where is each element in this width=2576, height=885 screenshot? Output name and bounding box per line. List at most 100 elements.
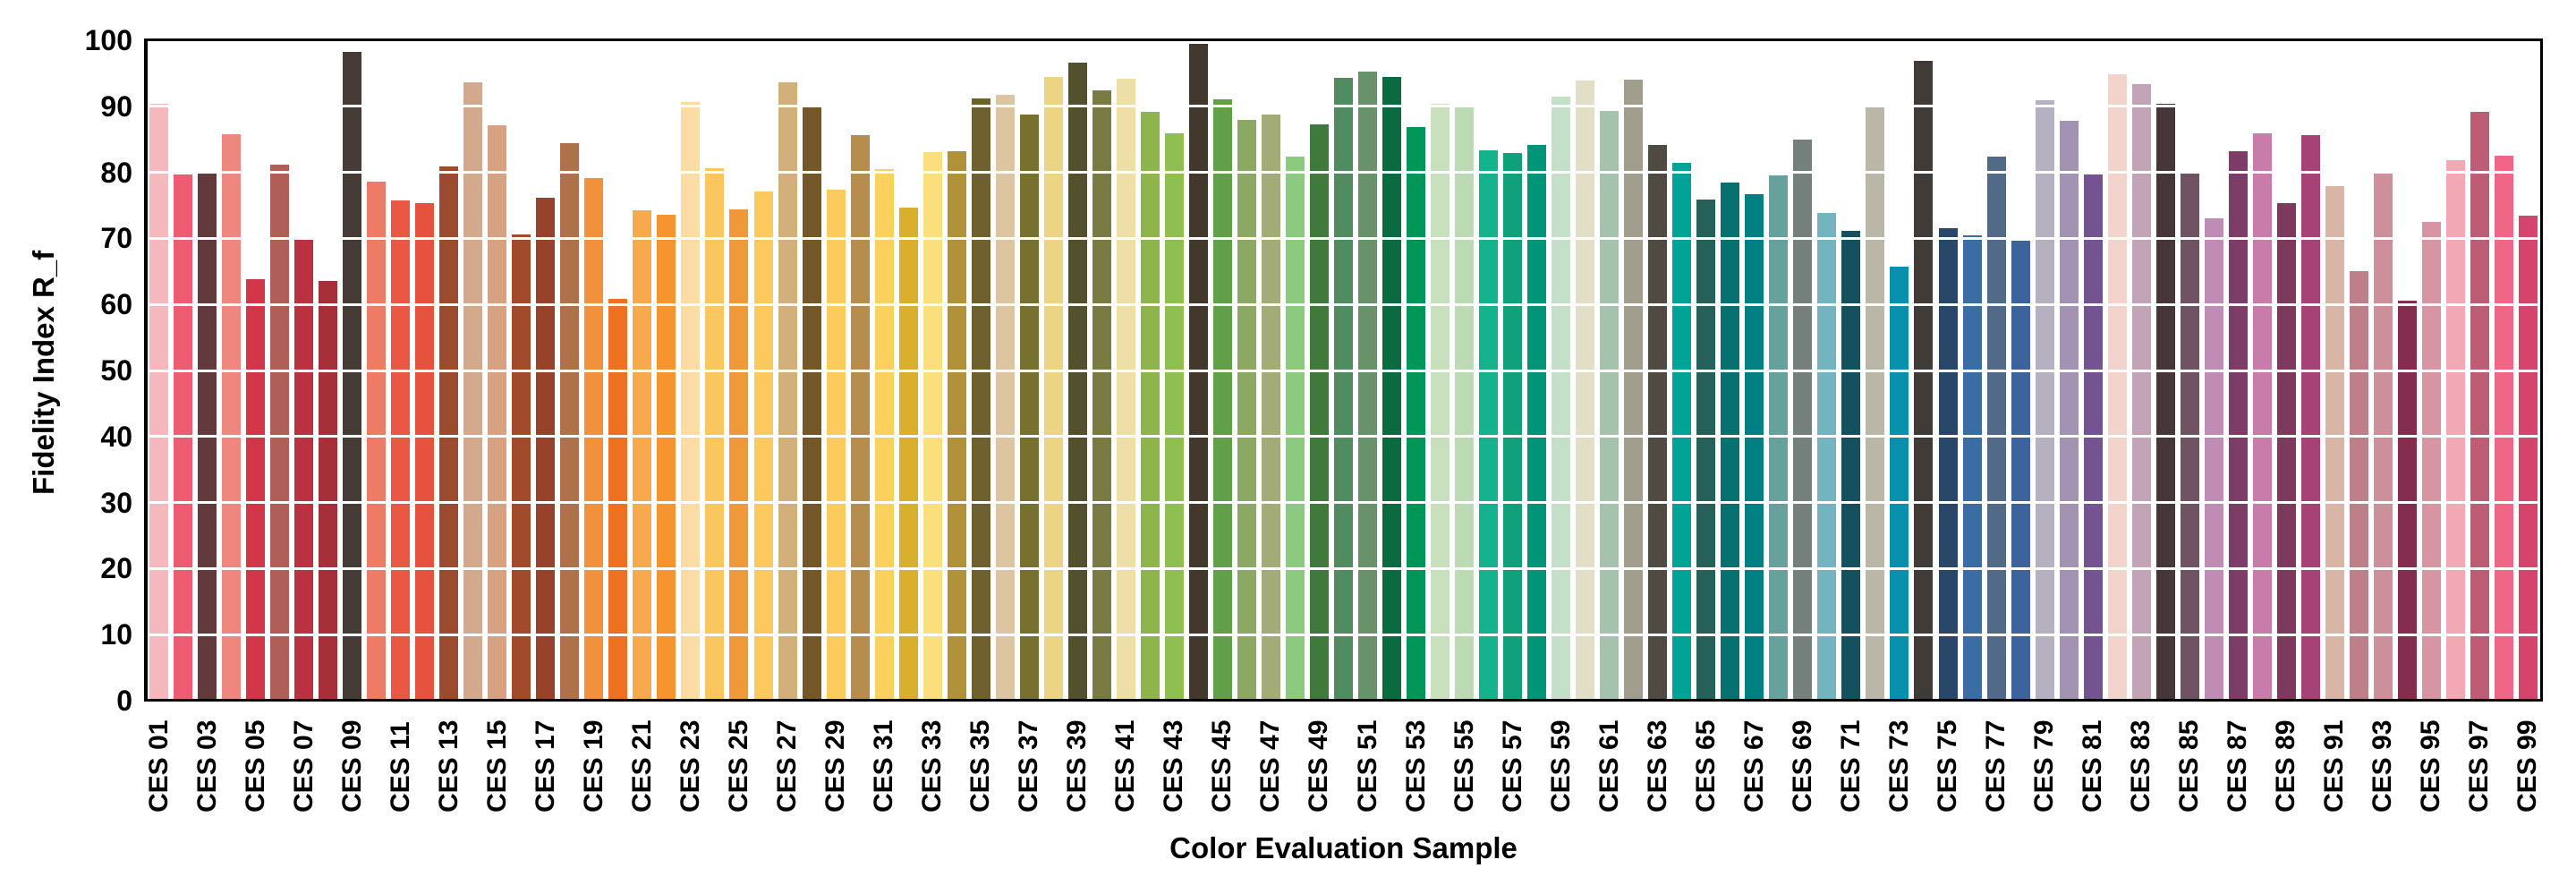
gridline-50: [147, 369, 2540, 372]
x-tick-label-ces-79: CES 79: [2029, 719, 2060, 813]
bar-ces-09: [343, 52, 362, 701]
bar-ces-19: [584, 177, 604, 701]
bar-ces-46: [1237, 120, 1256, 701]
x-tick-label-ces-53: CES 53: [1400, 719, 1431, 813]
bar-ces-90: [2300, 134, 2320, 701]
bar-ces-12: [415, 203, 435, 701]
x-tick-label-ces-23: CES 23: [675, 719, 705, 813]
bar-ces-30: [850, 135, 870, 701]
x-tick-label-ces-75: CES 75: [1933, 719, 1962, 813]
x-tick-label-ces-65: CES 65: [1690, 719, 1721, 813]
bar-ces-91: [2325, 186, 2344, 701]
bar-ces-62: [1624, 79, 1644, 701]
bar-ces-64: [1672, 162, 1692, 701]
bar-ces-15: [488, 125, 507, 701]
x-tick-label-ces-45: CES 45: [1207, 719, 1237, 813]
bar-ces-79: [2035, 100, 2054, 701]
bar-ces-41: [1116, 78, 1135, 701]
y-tick-label-40: 40: [100, 420, 132, 453]
bar-ces-54: [1431, 103, 1450, 701]
bar-ces-80: [2059, 121, 2079, 701]
x-tick-label-ces-95: CES 95: [2416, 719, 2446, 813]
bar-ces-55: [1455, 106, 1475, 701]
x-tick-label-ces-71: CES 71: [1835, 719, 1866, 813]
y-tick-label-30: 30: [100, 486, 132, 519]
plot-frame-right: [2540, 38, 2543, 702]
x-tick-label-ces-51: CES 51: [1352, 719, 1382, 813]
x-tick-label-ces-03: CES 03: [191, 719, 222, 813]
bar-ces-48: [1285, 156, 1305, 701]
y-tick-label-70: 70: [100, 222, 132, 255]
bar-ces-01: [149, 103, 168, 701]
x-tick-label-ces-99: CES 99: [2512, 719, 2543, 813]
bar-ces-14: [463, 81, 483, 701]
bar-ces-61: [1600, 110, 1620, 701]
gridline-80: [147, 171, 2540, 174]
bar-ces-89: [2276, 203, 2296, 701]
x-tick-label-ces-31: CES 31: [869, 719, 899, 813]
x-tick-label-ces-15: CES 15: [481, 719, 512, 813]
bar-ces-72: [1866, 106, 1885, 701]
bar-ces-21: [633, 209, 652, 701]
bar-ces-44: [1188, 44, 1208, 701]
x-tick-label-ces-39: CES 39: [1062, 719, 1092, 813]
gridline-90: [147, 105, 2540, 108]
x-tick-label-ces-13: CES 13: [433, 719, 463, 813]
bar-ces-49: [1309, 124, 1329, 701]
bar-ces-39: [1067, 63, 1087, 701]
y-tick-label-50: 50: [100, 354, 132, 387]
bar-ces-28: [802, 107, 821, 701]
bar-ces-75: [1938, 228, 1958, 701]
gridline-30: [147, 501, 2540, 505]
bar-ces-66: [1721, 183, 1740, 701]
x-tick-label-ces-41: CES 41: [1110, 719, 1141, 813]
gridline-40: [147, 435, 2540, 438]
x-tick-label-ces-43: CES 43: [1159, 719, 1189, 813]
y-tick-label-80: 80: [100, 156, 132, 189]
bar-ces-33: [922, 152, 942, 701]
bar-ces-92: [2349, 270, 2368, 701]
bar-ces-95: [2421, 221, 2441, 701]
x-tick-label-ces-89: CES 89: [2271, 719, 2301, 813]
x-tick-label-ces-61: CES 61: [1594, 719, 1624, 813]
x-tick-label-ces-17: CES 17: [530, 719, 560, 813]
bar-ces-50: [1334, 78, 1353, 701]
x-tick-label-ces-49: CES 49: [1304, 719, 1334, 813]
x-tick-label-ces-55: CES 55: [1449, 719, 1479, 813]
x-tick-label-ces-47: CES 47: [1255, 719, 1286, 813]
x-tick-label-ces-73: CES 73: [1883, 719, 1914, 813]
bar-ces-05: [246, 279, 266, 701]
x-tick-label-ces-63: CES 63: [1642, 719, 1672, 813]
bar-ces-76: [1962, 234, 1982, 701]
x-tick-label-ces-87: CES 87: [2223, 719, 2253, 813]
bar-ces-08: [319, 280, 338, 701]
x-tick-label-ces-07: CES 07: [288, 719, 319, 813]
bar-ces-27: [778, 82, 797, 701]
bar-ces-70: [1817, 212, 1837, 701]
x-tick-label-ces-33: CES 33: [917, 719, 948, 813]
bar-ces-10: [367, 181, 387, 701]
bar-ces-45: [1212, 99, 1232, 701]
bar-ces-98: [2494, 156, 2513, 701]
bar-ces-37: [1019, 114, 1039, 701]
x-axis-line: [144, 699, 2543, 702]
bar-ces-59: [1552, 96, 1571, 701]
bar-ces-51: [1358, 72, 1378, 701]
bar-ces-25: [729, 208, 749, 701]
x-tick-label-ces-19: CES 19: [578, 719, 608, 813]
bar-ces-57: [1503, 153, 1523, 701]
bar-ces-67: [1745, 193, 1764, 701]
bar-ces-65: [1696, 199, 1716, 701]
x-tick-label-ces-25: CES 25: [723, 719, 753, 813]
bar-ces-34: [947, 150, 966, 701]
x-tick-label-ces-27: CES 27: [772, 719, 803, 813]
bar-ces-20: [608, 299, 628, 701]
bar-ces-96: [2445, 159, 2465, 701]
bar-ces-13: [439, 166, 459, 701]
bar-ces-11: [391, 200, 411, 701]
x-tick-label-ces-91: CES 91: [2319, 719, 2350, 813]
bar-ces-22: [657, 214, 676, 701]
bar-ces-78: [2011, 240, 2030, 701]
x-tick-label-ces-11: CES 11: [385, 721, 415, 813]
bar-ces-29: [826, 189, 846, 701]
